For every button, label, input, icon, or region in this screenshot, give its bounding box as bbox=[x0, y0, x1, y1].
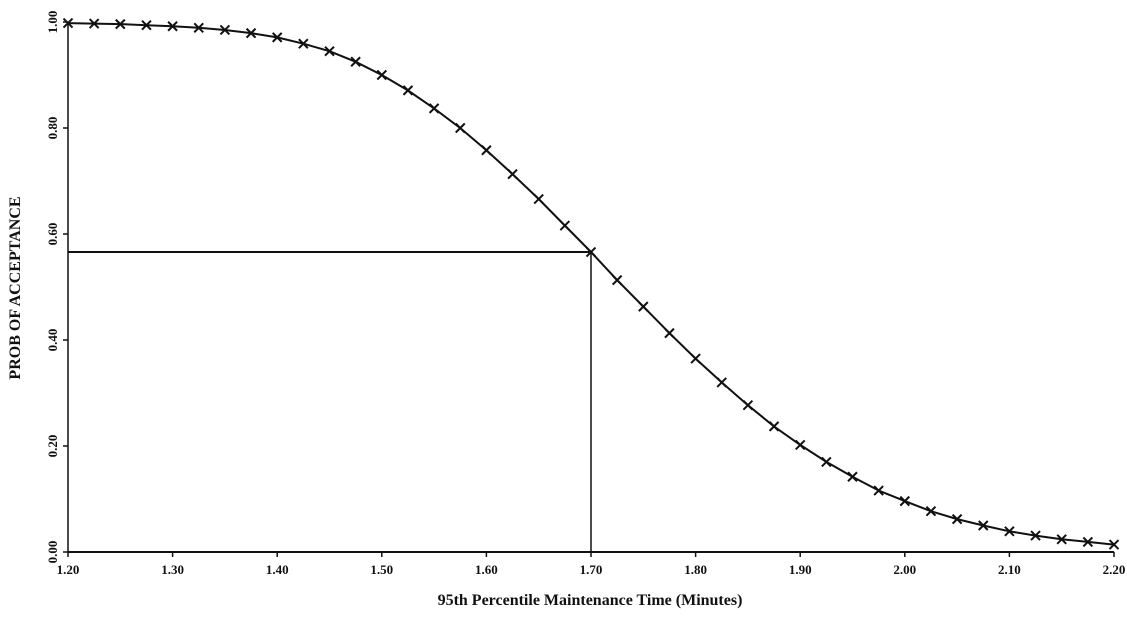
data-point bbox=[507, 168, 518, 180]
data-point bbox=[794, 439, 806, 451]
data-point bbox=[324, 45, 335, 57]
data-point bbox=[1082, 536, 1094, 548]
y-axis-ticks: 0.00 0.20 0.40 0.60 0.80 1.00 bbox=[45, 11, 68, 564]
data-point bbox=[533, 193, 544, 205]
data-point bbox=[873, 485, 884, 496]
data-point bbox=[350, 56, 361, 67]
data-point bbox=[611, 274, 623, 286]
data-point bbox=[716, 377, 727, 388]
data-point bbox=[141, 19, 152, 31]
y-tick-label: 1.00 bbox=[45, 11, 60, 34]
data-point bbox=[951, 513, 963, 525]
x-tick-label: 1.70 bbox=[580, 562, 603, 577]
y-axis-label: PROB OF ACCEPTANCE bbox=[7, 196, 24, 379]
x-tick-label: 1.20 bbox=[57, 562, 80, 577]
x-tick-label: 1.60 bbox=[475, 562, 498, 577]
data-point bbox=[402, 85, 414, 96]
data-point bbox=[1030, 530, 1041, 541]
y-tick-label: 0.20 bbox=[45, 435, 60, 458]
y-tick-label: 0.60 bbox=[45, 223, 60, 246]
data-point bbox=[899, 495, 911, 507]
data-point bbox=[271, 32, 283, 43]
x-tick-label: 1.30 bbox=[161, 562, 184, 577]
data-point bbox=[219, 24, 231, 36]
x-axis-label: 95th Percentile Maintenance Time (Minute… bbox=[438, 592, 743, 609]
data-point bbox=[559, 220, 571, 231]
data-point bbox=[376, 69, 388, 81]
x-tick-label: 2.10 bbox=[998, 562, 1021, 577]
data-point bbox=[193, 22, 204, 34]
y-tick-label: 0.40 bbox=[45, 329, 60, 352]
data-point bbox=[115, 18, 126, 30]
reference-lines bbox=[68, 251, 592, 552]
data-point bbox=[167, 21, 178, 32]
data-point bbox=[481, 145, 492, 156]
x-tick-label: 1.40 bbox=[266, 562, 289, 577]
x-axis-ticks: 1.20 1.30 1.40 1.50 1.60 1.70 1.80 1.90 2.00 2.10… bbox=[57, 552, 1126, 577]
data-point bbox=[925, 505, 937, 517]
data-point bbox=[821, 456, 832, 468]
data-point bbox=[585, 246, 597, 258]
data-point bbox=[847, 471, 858, 482]
x-tick-label: 2.20 bbox=[1103, 562, 1126, 577]
data-point bbox=[690, 353, 701, 364]
data-point bbox=[1056, 534, 1067, 545]
data-point bbox=[245, 27, 257, 39]
x-tick-label: 1.50 bbox=[370, 562, 393, 577]
y-tick-label: 0.00 bbox=[45, 541, 60, 564]
data-point bbox=[455, 122, 466, 134]
x-tick-label: 1.90 bbox=[789, 562, 812, 577]
x-tick-label: 2.00 bbox=[893, 562, 916, 577]
x-tick-label: 1.80 bbox=[684, 562, 707, 577]
data-point bbox=[664, 327, 675, 339]
data-point bbox=[1108, 539, 1120, 550]
data-point bbox=[768, 421, 780, 432]
data-point bbox=[428, 103, 440, 114]
data-point bbox=[638, 301, 649, 312]
data-markers bbox=[62, 17, 1120, 550]
data-point bbox=[298, 38, 309, 49]
data-point bbox=[88, 18, 100, 29]
data-point bbox=[1004, 526, 1015, 537]
data-point bbox=[978, 520, 989, 531]
y-tick-label: 0.80 bbox=[45, 117, 60, 140]
data-point bbox=[742, 399, 754, 411]
data-point bbox=[62, 17, 74, 29]
